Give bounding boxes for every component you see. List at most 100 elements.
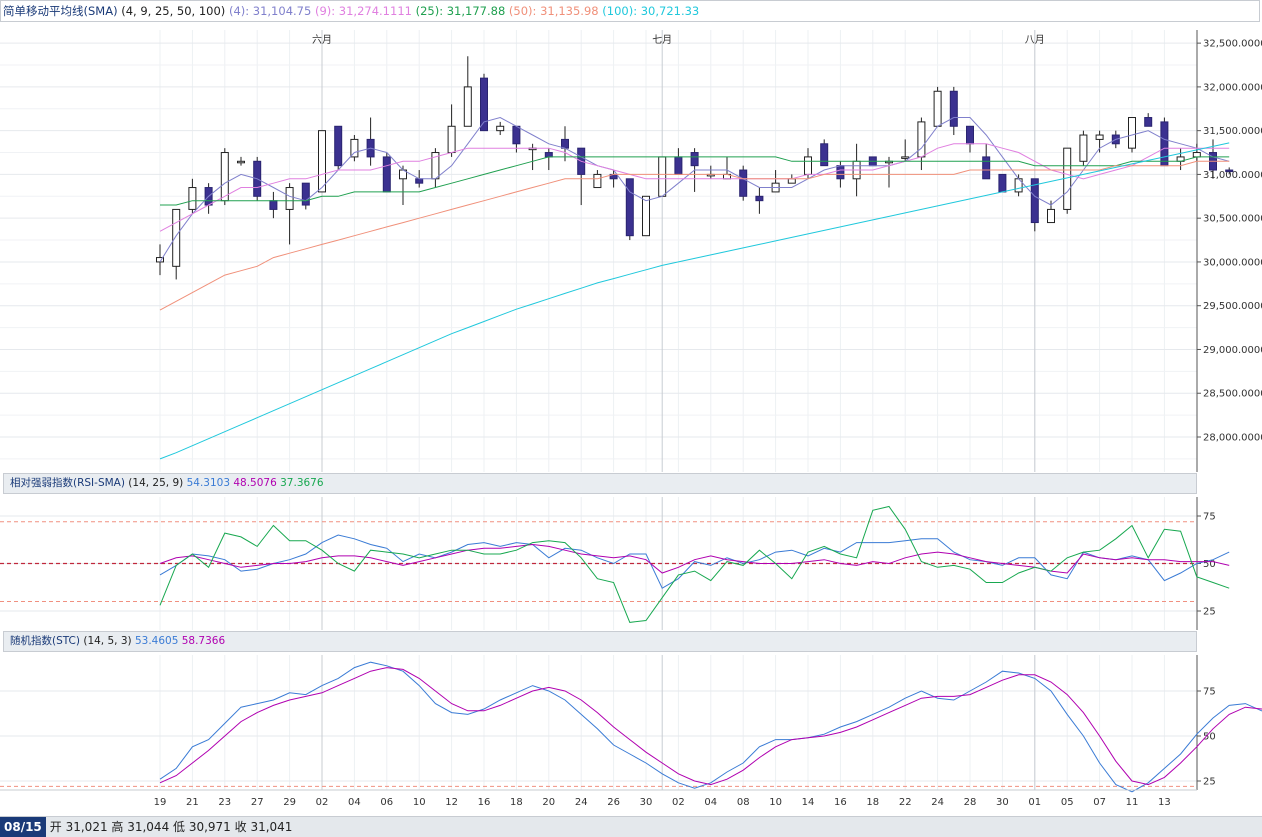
candle-body-14 [382,156,391,193]
panel-1-ytick-label-1: 50 [1203,559,1216,570]
panel-0-ytick-label-9: 28,000.0000 [1203,432,1262,443]
sma-legend-value-0: (4): 31,104.75 [228,4,312,18]
x-tick-label-31: 13 [1158,797,1171,808]
panel-2-series-1 [159,667,1262,786]
x-tick-label-13: 24 [575,797,588,808]
panel-2-bg [0,655,1197,790]
rsi-legend-value-0: 54.3103 [186,477,231,489]
candle-body-19 [463,86,472,127]
candle-body-61 [1144,117,1153,127]
candle-body-46 [901,156,910,159]
x-tick-label-7: 06 [380,797,393,808]
candle-body-36 [739,169,748,197]
candle-body-2 [188,187,197,210]
footer-date: 08/15 [0,817,46,837]
panel-0-ytick-label-1: 32,000.0000 [1203,82,1262,93]
footer-quote: 开 31,021 高 31,044 低 30,971 收 31,041 [49,820,293,834]
candle-body-58 [1095,134,1104,140]
candle-body-18 [447,125,456,154]
x-tick-label-12: 20 [542,797,555,808]
x-tick-label-30: 11 [1126,797,1139,808]
candle-body-12 [350,138,359,158]
x-tick-label-9: 12 [445,797,458,808]
panel-0-ytick-label-5: 30,000.0000 [1203,257,1262,268]
candle-body-24 [544,152,553,158]
x-tick-label-0: 19 [154,797,167,808]
x-tick-label-18: 08 [737,797,750,808]
panel-0-series-4 [159,142,1230,460]
stc-legend-value-0: 53.4605 [134,635,179,647]
x-tick-label-19: 10 [769,797,782,808]
x-tick-label-24: 24 [931,797,944,808]
rsi-legend-name: 相对强弱指数(RSI-SMA) [10,477,125,489]
panel-1-ytick-label-0: 75 [1203,512,1216,523]
sma-legend-value-4: (100): 30,721.33 [598,4,700,18]
candle-body-33 [690,152,699,167]
panel-2-ytick-label-1: 50 [1203,732,1216,743]
candle-body-5 [237,160,245,164]
x-tick-label-4: 29 [283,797,296,808]
candle-body-25 [561,138,569,149]
candle-body-55 [1047,208,1055,224]
candle-body-40 [804,156,812,175]
sma-legend-items: (4): 31,104.75 (9): 31,274.1111 (25): 31… [229,4,699,18]
panel-0-bg [0,30,1197,472]
candle-body-11 [334,125,343,167]
candle-body-49 [949,90,958,127]
stc-legend-items: 53.4605 58.7366 [135,635,225,647]
sma-legend: 简单移动平均线(SMA) (4, 9, 25, 50, 100) (4): 31… [0,0,1260,22]
panel-0-ytick-label-4: 30,500.0000 [1203,214,1262,225]
chart-canvas[interactable]: 32,500.0000 32,000.0000 31,500.0000 31,000.… [0,0,1262,816]
candle-body-27 [593,173,602,189]
panel-1-series-2 [159,505,1230,623]
candle-body-31 [658,156,667,197]
candle-body-22 [512,125,521,145]
candle-body-52 [998,173,1007,193]
rsi-legend-value-1: 48.5076 [230,477,277,489]
x-tick-label-3: 27 [251,797,264,808]
candle-body-51 [982,156,991,180]
panel-0-ytick-label-0: 32,500.0000 [1203,39,1262,50]
sma-legend-value-1: (9): 31,274.1111 [311,4,412,18]
candle-body-50 [966,125,974,145]
candle-body-7 [269,200,278,210]
x-tick-label-17: 04 [704,797,717,808]
candle-body-9 [301,182,310,206]
candle-body-4 [220,152,229,202]
x-tick-label-10: 16 [478,797,491,808]
panel-0-series-3 [159,160,1230,311]
panel-1-series-0 [159,534,1230,589]
x-tick-label-6: 04 [348,797,361,808]
quote-footer: 08/15 开 31,021 高 31,044 低 30,971 收 31,041 [0,816,1262,837]
month-label-1: 七月 [652,34,672,46]
x-tick-label-27: 01 [1028,797,1041,808]
x-tick-label-8: 10 [413,797,426,808]
candle-body-41 [820,143,829,167]
rsi-legend: 相对强弱指数(RSI-SMA) (14, 25, 9) 54.3103 48.5… [3,473,1197,494]
x-tick-label-2: 23 [218,797,231,808]
candle-body-8 [285,187,294,210]
x-tick-label-21: 16 [834,797,847,808]
candle-body-54 [1030,178,1039,224]
rsi-legend-items: 54.3103 48.5076 37.3676 [187,477,324,489]
x-tick-label-11: 18 [510,797,523,808]
stc-legend-value-1: 58.7366 [178,635,226,647]
x-tick-label-20: 14 [802,797,815,808]
candle-body-21 [496,125,505,132]
sma-legend-value-2: (25): 31,177.88 [411,4,506,18]
candle-body-29 [625,178,634,237]
x-tick-label-23: 22 [899,797,912,808]
month-label-0: 六月 [312,34,332,46]
panel-0-ytick-label-8: 28,500.0000 [1203,389,1262,400]
x-tick-label-16: 02 [672,797,685,808]
panel-0-series-2 [160,156,1230,206]
sma-legend-value-3: (50): 31,135.98 [505,4,599,18]
x-tick-label-15: 30 [640,797,653,808]
x-tick-label-25: 28 [964,797,977,808]
candle-body-39 [787,178,796,184]
candle-body-62 [1160,121,1169,167]
month-label-2: 八月 [1025,34,1045,46]
candle-body-10 [318,130,326,193]
candle-body-47 [917,121,926,158]
x-tick-label-1: 21 [186,797,199,808]
